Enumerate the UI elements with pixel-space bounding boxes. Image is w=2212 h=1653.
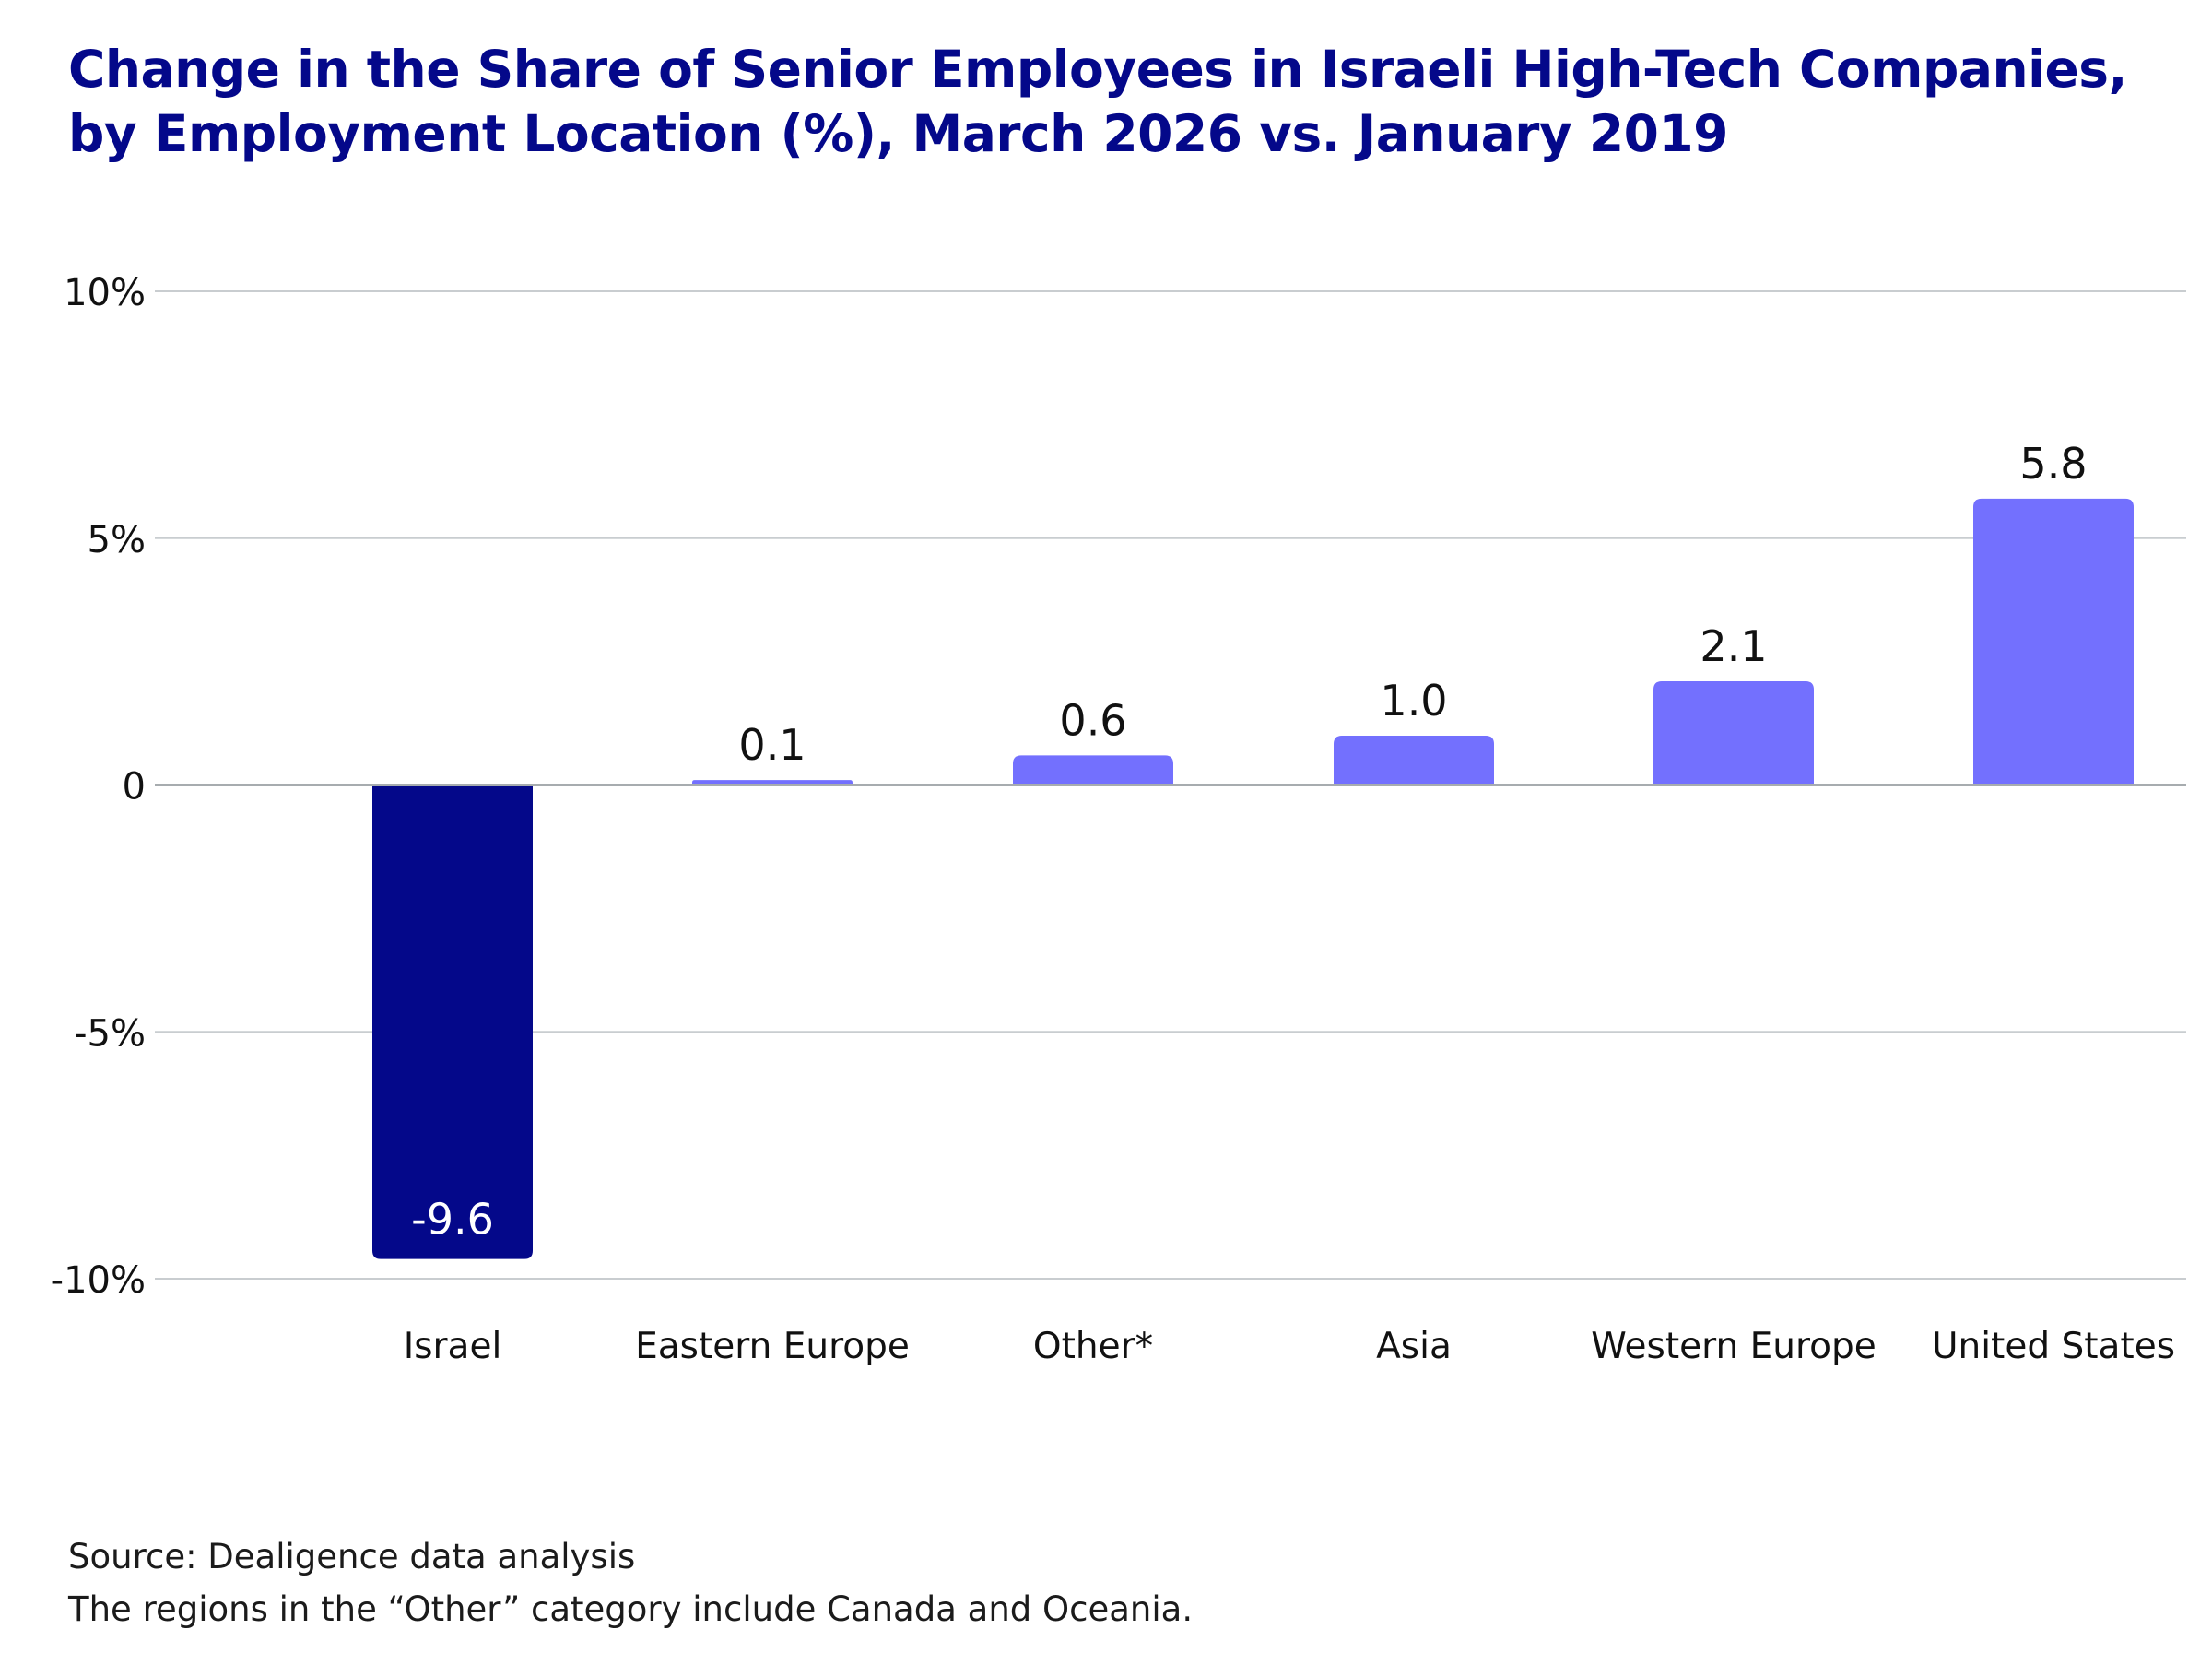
y-tick-label: 10% [64,272,146,314]
x-tick-label: Eastern Europe [635,1326,910,1367]
bars [372,498,2134,1259]
data-label: 2.1 [1700,621,1767,671]
y-axis-tick-labels: 10% 5% 0 -5% -10% [51,272,146,1302]
y-tick-label: -10% [51,1259,146,1302]
x-tick-label: Western Europe [1591,1326,1877,1367]
source-note: Source: Dealigence data analysis [68,1537,636,1576]
data-label: -9.6 [411,1195,494,1245]
data-label: 1.0 [1380,676,1447,726]
chart-title: Change in the Share of Senior Employees … [68,37,2151,166]
data-label: 5.8 [2019,439,2087,489]
chart-notes: Source: Dealigence data analysis The reg… [68,1530,1193,1635]
data-label: 0.6 [1059,695,1126,745]
gridlines [155,290,2186,1280]
bar-asia [1334,735,1494,785]
data-labels: -9.6 0.1 0.6 1.0 2.1 5.8 [411,439,2087,1245]
y-tick-label: 0 [123,766,146,809]
chart-title-line-2: by Employment Location (%), March 2026 v… [68,104,1728,163]
bar-united-states [1973,498,2134,785]
x-tick-label: United States [1932,1326,2175,1367]
bar-israel [372,785,533,1259]
data-label: 0.1 [738,720,806,770]
y-tick-label: -5% [74,1012,146,1055]
x-axis-tick-labels: Israel Eastern Europe Other* Asia Western Eu… [404,1326,2175,1367]
footnote: The regions in the “Other” category incl… [68,1589,1194,1629]
y-tick-label: 5% [88,519,146,561]
bar-other [1013,755,1173,785]
x-tick-label: Asia [1376,1326,1452,1367]
bar-western-europe [1653,681,1814,785]
x-tick-label: Other* [1033,1326,1153,1367]
x-tick-label: Israel [404,1326,502,1367]
chart-title-line-1: Change in the Share of Senior Employees … [68,40,2127,99]
